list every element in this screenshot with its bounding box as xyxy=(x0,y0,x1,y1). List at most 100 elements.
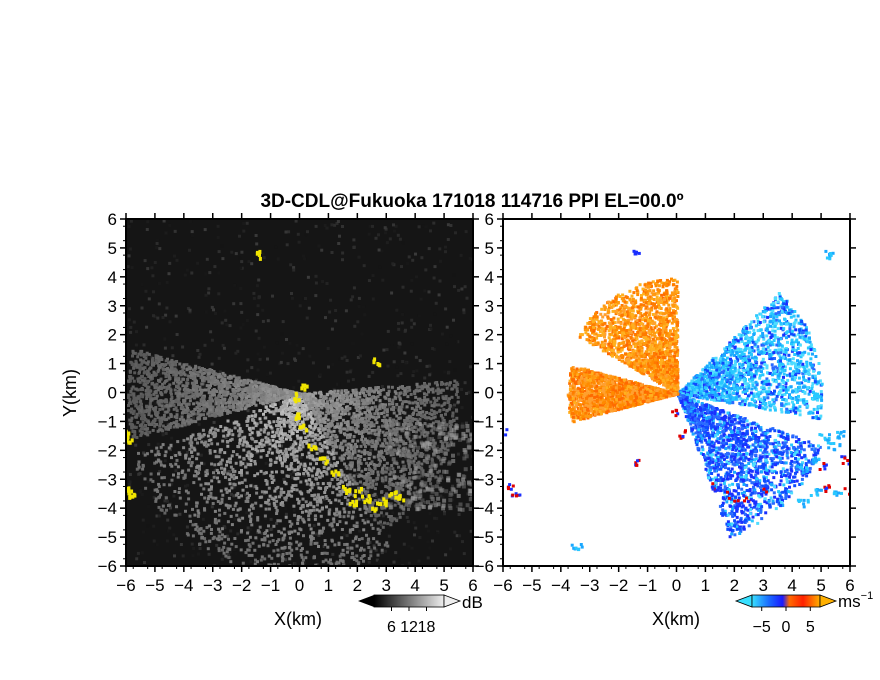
snr-echo-pixel xyxy=(266,432,270,436)
snr-echo-pixel xyxy=(244,465,248,469)
snr-echo-pixel xyxy=(136,379,140,383)
snr-echo-pixel xyxy=(214,378,218,382)
snr-noise-pixel xyxy=(405,515,409,519)
snr-echo-pixel xyxy=(422,484,426,488)
snr-echo-pixel xyxy=(283,404,287,408)
snr-echo-pixel xyxy=(265,454,269,457)
snr-echo-pixel xyxy=(196,529,200,533)
snr-echo-pixel xyxy=(337,409,340,413)
snr-echo-pixel xyxy=(309,501,313,505)
snr-noise-pixel xyxy=(306,230,309,234)
snr-echo-pixel xyxy=(265,480,269,484)
snr-echo-pixel xyxy=(139,392,143,396)
snr-echo-pixel xyxy=(192,446,196,450)
snr-echo-pixel xyxy=(281,461,284,465)
snr-echo-pixel xyxy=(316,468,320,472)
snr-echo-pixel xyxy=(267,502,271,506)
snr-echo-pixel xyxy=(397,417,401,420)
snr-echo-pixel xyxy=(141,427,145,431)
snr-echo-pixel xyxy=(327,466,331,470)
snr-noise-pixel xyxy=(289,472,293,476)
snr-noise-pixel xyxy=(337,382,341,386)
snr-noise-pixel xyxy=(315,279,319,283)
snr-echo-pixel xyxy=(334,392,338,396)
snr-echo-pixel xyxy=(220,458,224,462)
snr-echo-pixel xyxy=(186,437,190,441)
snr-echo-pixel xyxy=(325,505,328,509)
snr-echo-pixel xyxy=(344,391,348,395)
snr-echo-pixel xyxy=(357,457,361,461)
snr-echo-pixel xyxy=(164,398,168,402)
snr-echo-pixel xyxy=(295,449,299,453)
snr-echo-pixel xyxy=(365,474,369,478)
snr-echo-pixel xyxy=(127,404,130,407)
snr-echo-pixel xyxy=(428,412,432,416)
snr-noise-pixel xyxy=(417,559,421,563)
snr-echo-pixel xyxy=(231,433,235,437)
snr-noise-pixel xyxy=(347,548,351,552)
snr-echo-pixel xyxy=(361,430,365,434)
snr-noise-pixel xyxy=(214,473,217,477)
snr-noise-pixel xyxy=(262,256,266,260)
snr-noise-pixel xyxy=(412,370,416,374)
snr-echo-pixel xyxy=(416,397,420,401)
snr-echo-pixel xyxy=(297,499,301,503)
snr-echo-pixel xyxy=(400,402,404,406)
snr-noise-pixel xyxy=(212,308,215,312)
snr-echo-pixel xyxy=(404,468,408,471)
snr-echo-pixel xyxy=(359,548,362,552)
snr-echo-pixel xyxy=(290,548,294,552)
snr-echo-pixel xyxy=(330,539,334,543)
snr-noise-pixel xyxy=(401,285,405,289)
snr-echo-pixel xyxy=(387,436,391,439)
snr-noise-pixel xyxy=(147,504,150,508)
snr-echo-pixel xyxy=(356,454,360,458)
snr-echo-pixel xyxy=(384,475,388,479)
snr-echo-pixel xyxy=(339,479,343,483)
snr-noise-pixel xyxy=(367,480,371,484)
snr-echo-pixel xyxy=(365,439,369,443)
snr-echo-pixel xyxy=(158,418,162,422)
snr-echo-pixel xyxy=(384,441,388,445)
snr-echo-pixel xyxy=(306,434,310,438)
snr-echo-pixel xyxy=(430,464,434,468)
snr-echo-pixel xyxy=(363,426,367,430)
snr-echo-pixel xyxy=(361,402,365,406)
snr-echo-pixel xyxy=(272,410,275,414)
snr-echo-pixel xyxy=(367,442,371,446)
snr-noise-pixel xyxy=(428,546,432,550)
snr-echo-pixel xyxy=(213,434,217,438)
snr-noise-pixel xyxy=(261,252,265,256)
snr-echo-pixel xyxy=(295,408,299,412)
snr-echo-pixel xyxy=(198,385,202,389)
snr-echo-pixel xyxy=(338,446,342,450)
snr-echo-pixel xyxy=(249,444,253,448)
snr-echo-pixel xyxy=(201,407,205,411)
snr-echo-pixel xyxy=(439,462,443,466)
snr-echo-pixel xyxy=(352,418,356,422)
snr-noise-pixel xyxy=(278,401,282,405)
snr-echo-pixel xyxy=(232,421,236,425)
snr-echo-pixel xyxy=(269,458,273,462)
snr-noise-pixel xyxy=(134,343,138,347)
snr-echo-pixel xyxy=(131,412,135,415)
snr-echo-pixel xyxy=(284,409,288,413)
snr-noise-pixel xyxy=(170,346,174,350)
snr-echo-pixel xyxy=(265,393,269,397)
snr-noise-pixel xyxy=(215,543,219,547)
snr-echo-pixel xyxy=(378,428,382,432)
snr-echo-pixel xyxy=(263,536,267,540)
snr-echo-pixel xyxy=(419,398,423,402)
snr-echo-pixel xyxy=(296,518,300,522)
snr-echo-pixel xyxy=(362,528,366,532)
snr-echo-pixel xyxy=(303,571,306,574)
snr-noise-pixel xyxy=(386,364,390,368)
snr-noise-pixel xyxy=(307,306,311,310)
snr-echo-pixel xyxy=(154,453,158,457)
snr-noise-pixel xyxy=(367,279,371,283)
snr-noise-pixel xyxy=(415,369,419,373)
snr-echo-pixel xyxy=(369,398,373,402)
snr-noise-pixel xyxy=(388,237,392,241)
snr-echo-pixel xyxy=(191,375,195,379)
